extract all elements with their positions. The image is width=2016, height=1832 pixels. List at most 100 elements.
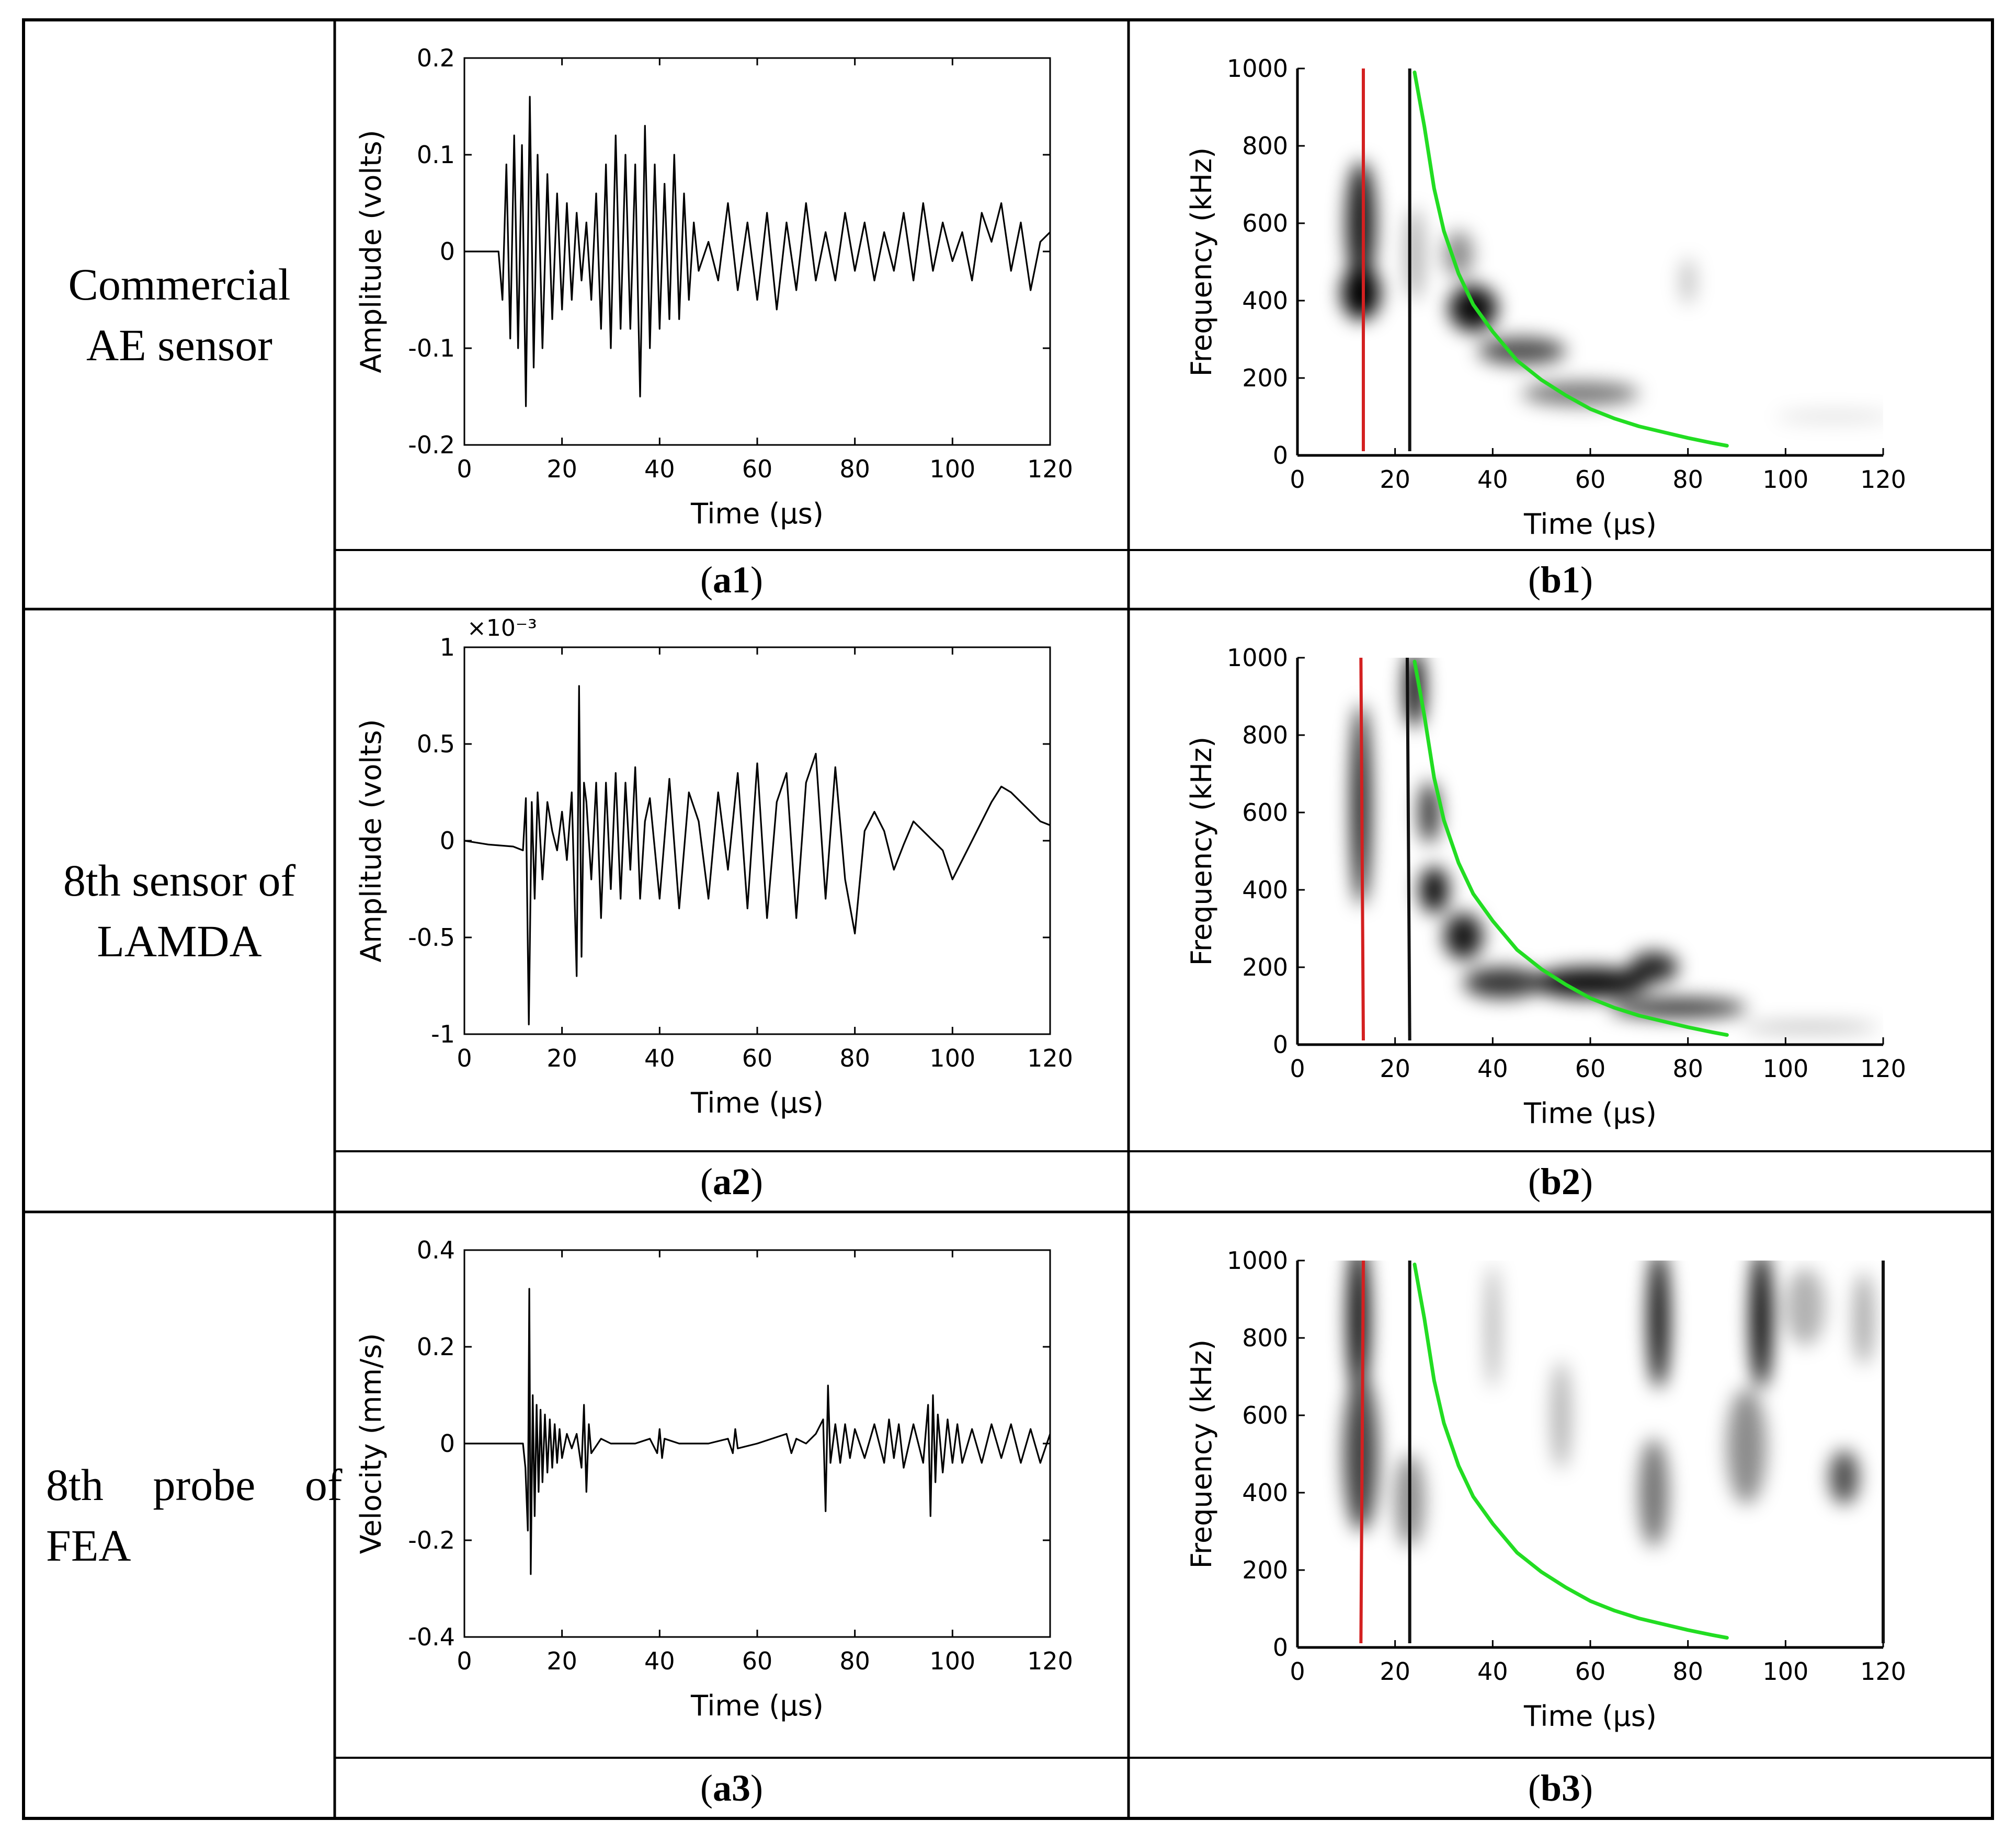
marker-line: [1406, 657, 1411, 1041]
y-tick-label: 0: [440, 237, 455, 266]
x-tick-label: 0: [457, 1044, 472, 1072]
y-tick-label: -0.1: [408, 334, 455, 362]
y-axis-label: Velocity (mm/s): [355, 1333, 388, 1554]
spectrogram-blob: [1419, 781, 1439, 844]
x-tick-label: 120: [1860, 1657, 1906, 1686]
spectrogram-blob: [1463, 967, 1542, 999]
x-tick-label: 60: [742, 1044, 773, 1072]
spectrogram-blob: [1478, 337, 1566, 365]
caption-close: ): [1580, 558, 1593, 601]
x-axis-label: Time (μs): [1523, 1097, 1657, 1130]
spectrogram-blob: [1750, 1261, 1772, 1389]
spectrogram-blob: [1551, 1361, 1571, 1470]
caption-open: (: [1528, 1161, 1541, 1203]
row-label-line: AE sensor: [86, 320, 272, 370]
y-tick-label: 200: [1242, 953, 1288, 981]
row-label-line: Commercial: [68, 259, 291, 310]
spectrogram-blob: [1741, 1022, 1878, 1032]
x-tick-label: 60: [1575, 1657, 1606, 1686]
spectrogram-blob: [1648, 1261, 1670, 1389]
spectrogram-blob: [1639, 1438, 1669, 1547]
x-tick-label: 0: [1290, 1055, 1305, 1083]
y-tick-label: 200: [1242, 364, 1288, 392]
caption-open: (: [700, 1767, 713, 1809]
dispersion-curve: [1413, 1262, 1729, 1640]
y-tick-label: -1: [431, 1020, 455, 1048]
y-tick-label: 400: [1242, 287, 1288, 315]
caption-b3: (b3): [1130, 1759, 1991, 1817]
spectrogram-blob: [1341, 266, 1381, 320]
x-axis-label: Time (μs): [690, 497, 824, 530]
x-tick-label: 20: [1380, 465, 1410, 494]
caption-open: (: [700, 1161, 713, 1203]
x-tick-label: 100: [929, 1647, 975, 1675]
y-axis-label: Amplitude (volts): [355, 719, 388, 962]
x-tick-label: 80: [839, 1044, 870, 1072]
x-tick-label: 60: [1575, 465, 1606, 494]
x-tick-label: 80: [1672, 1657, 1703, 1686]
x-tick-label: 20: [546, 1647, 577, 1675]
caption-close: ): [750, 1767, 763, 1809]
spectrogram-blob: [1785, 1268, 1825, 1346]
x-tick-label: 100: [1762, 1657, 1808, 1686]
caption-letter: b1: [1540, 558, 1581, 601]
y-tick-label: 0.2: [417, 1333, 455, 1361]
x-tick-label: 60: [1575, 1055, 1606, 1083]
spectrogram-blob: [1532, 967, 1649, 999]
row-label-cell-2: 8th sensor of LAMDA: [25, 611, 334, 1211]
row-label-cell-1: Commercial AE sensor: [25, 21, 334, 608]
y-axis-label: Frequency (kHz): [1185, 147, 1218, 377]
spectrogram-layer: [1343, 1261, 1874, 1547]
x-tick-label: 40: [644, 1647, 675, 1675]
spectrogram-blob: [1487, 1264, 1499, 1389]
y-tick-label: 800: [1242, 1324, 1288, 1352]
x-tick-label: 0: [457, 455, 472, 483]
caption-a3: (a3): [336, 1759, 1127, 1817]
dispersion-curve: [1413, 70, 1729, 448]
x-tick-label: 20: [1380, 1657, 1410, 1686]
x-tick-label: 40: [644, 1044, 675, 1072]
y-tick-label: 0.1: [417, 141, 455, 169]
caption-close: ): [750, 1161, 763, 1203]
spectrogram-blob: [1680, 258, 1695, 305]
spectrogram-blob: [1444, 231, 1473, 278]
y-tick-label: 0.2: [417, 44, 455, 72]
y-tick-label: 1000: [1227, 1246, 1288, 1275]
y-tick-label: 600: [1242, 209, 1288, 237]
plot-a3: 0 20 40 60 80 100 120 -0.4 -0.2 0 0.2 0.4 Time (μs) V…: [355, 1236, 1073, 1722]
caption-open: (: [1528, 558, 1541, 601]
series-line: [464, 1288, 1051, 1575]
x-tick-label: 20: [1380, 1055, 1410, 1083]
spectrogram-layer: [1352, 658, 1878, 1032]
x-tick-label: 0: [1290, 1657, 1305, 1686]
plot-frame: [463, 57, 1051, 446]
y-tick-label: 0.4: [417, 1236, 455, 1264]
caption-open: (: [1528, 1767, 1541, 1809]
spectrogram-blob: [1610, 998, 1747, 1018]
y-tick-label: 0: [440, 1429, 455, 1458]
plot-b3: 0 20 40 60 80 100 120 0 200 400 600 800 1000 Time (μs…: [1185, 1246, 1906, 1733]
caption-a1: (a1): [336, 552, 1127, 608]
spectrogram-blob: [1419, 866, 1449, 913]
y-tick-label: -0.2: [408, 1526, 455, 1554]
row-label-line: FEA: [46, 1520, 131, 1571]
caption-letter: a3: [713, 1767, 750, 1809]
caption-close: ): [1580, 1767, 1593, 1809]
spectrogram-blob: [1449, 285, 1498, 332]
plot-frame: [463, 646, 1051, 1035]
y-tick-label: 0: [1273, 1030, 1288, 1059]
x-axis-label: Time (μs): [1523, 1700, 1657, 1733]
y-tick-label: 1000: [1227, 54, 1288, 83]
y-tick-label: 400: [1242, 876, 1288, 904]
x-tick-label: 120: [1027, 1647, 1073, 1675]
y-tick-label: 400: [1242, 1479, 1288, 1507]
y-tick-label: 800: [1242, 132, 1288, 160]
plot-b1: 0 20 40 60 80 100 120 0 200 400 600 800 1000 Time (μs…: [1185, 54, 1906, 541]
spectrogram-blob: [1346, 161, 1376, 285]
y-tick-label: 0: [1273, 441, 1288, 470]
spectrogram-blob: [1405, 658, 1425, 728]
spectrogram-blob: [1854, 1272, 1874, 1365]
x-axis-label: Time (μs): [690, 1689, 824, 1722]
x-axis-label: Time (μs): [1523, 508, 1657, 541]
